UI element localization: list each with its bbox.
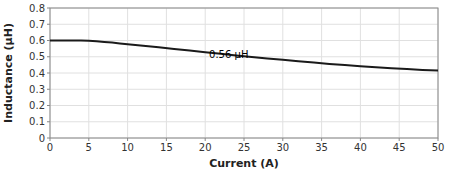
x-axis-label: Current (A) xyxy=(209,157,279,170)
plot-frame xyxy=(50,8,438,138)
tick-label-y: 0.7 xyxy=(29,19,45,30)
grid-line-y xyxy=(50,40,438,41)
tick-y xyxy=(47,105,50,106)
tick-label-x: 15 xyxy=(160,142,173,153)
tick-y xyxy=(47,40,50,41)
tick-x xyxy=(166,138,167,141)
tick-x xyxy=(127,138,128,141)
curve xyxy=(50,41,438,71)
tick-label-y: 0.3 xyxy=(29,84,45,95)
chart: 0 5 10 15 20 25 30 35 40 45 50 0 0.1 0.2 0.3 0.4 0.5 0.6 0… xyxy=(0,0,450,172)
tick-label-x: 0 xyxy=(47,142,53,153)
tick-label-y: 0.6 xyxy=(29,35,45,46)
tick-label-x: 25 xyxy=(238,142,251,153)
tick-x xyxy=(399,138,400,141)
tick-label-x: 50 xyxy=(432,142,445,153)
tick-label-y: 0.2 xyxy=(29,100,45,111)
tick-x xyxy=(360,138,361,141)
grid-line-y xyxy=(50,121,438,122)
tick-x xyxy=(244,138,245,141)
tick-x xyxy=(205,138,206,141)
grid-line-y xyxy=(50,105,438,106)
tick-x xyxy=(282,138,283,141)
grid xyxy=(50,8,438,138)
tick-x xyxy=(438,138,439,141)
grid-line-y xyxy=(50,73,438,74)
tick-label-x: 40 xyxy=(354,142,367,153)
axes: 0 5 10 15 20 25 30 35 40 45 50 0 0.1 0.2 0.3 0.4 0.5 0.6 0… xyxy=(29,3,444,154)
tick-label-x: 30 xyxy=(276,142,289,153)
plot-area xyxy=(50,41,438,71)
tick-label-x: 35 xyxy=(315,142,328,153)
tick-y xyxy=(47,8,50,9)
tick-label-y: 0.4 xyxy=(29,68,45,79)
tick-y xyxy=(47,138,50,139)
tick-label-x: 5 xyxy=(86,142,92,153)
tick-y xyxy=(47,89,50,90)
tick-label-x: 20 xyxy=(199,142,212,153)
grid-line-y xyxy=(50,89,438,90)
tick-y xyxy=(47,121,50,122)
y-axis-label: Inductance (μH) xyxy=(2,23,15,123)
tick-label-y: 0.5 xyxy=(29,51,45,62)
tick-label-y: 0 xyxy=(39,133,45,144)
grid-line-y xyxy=(50,24,438,25)
tick-label-y: 0.8 xyxy=(29,3,45,14)
tick-label-x: 10 xyxy=(121,142,134,153)
tick-x xyxy=(321,138,322,141)
tick-y xyxy=(47,56,50,57)
tick-label-y: 0.1 xyxy=(29,116,45,127)
tick-y xyxy=(47,24,50,25)
tick-label-x: 45 xyxy=(393,142,406,153)
tick-x xyxy=(88,138,89,141)
annotation: 0.56 μH xyxy=(209,49,248,60)
tick-y xyxy=(47,73,50,74)
